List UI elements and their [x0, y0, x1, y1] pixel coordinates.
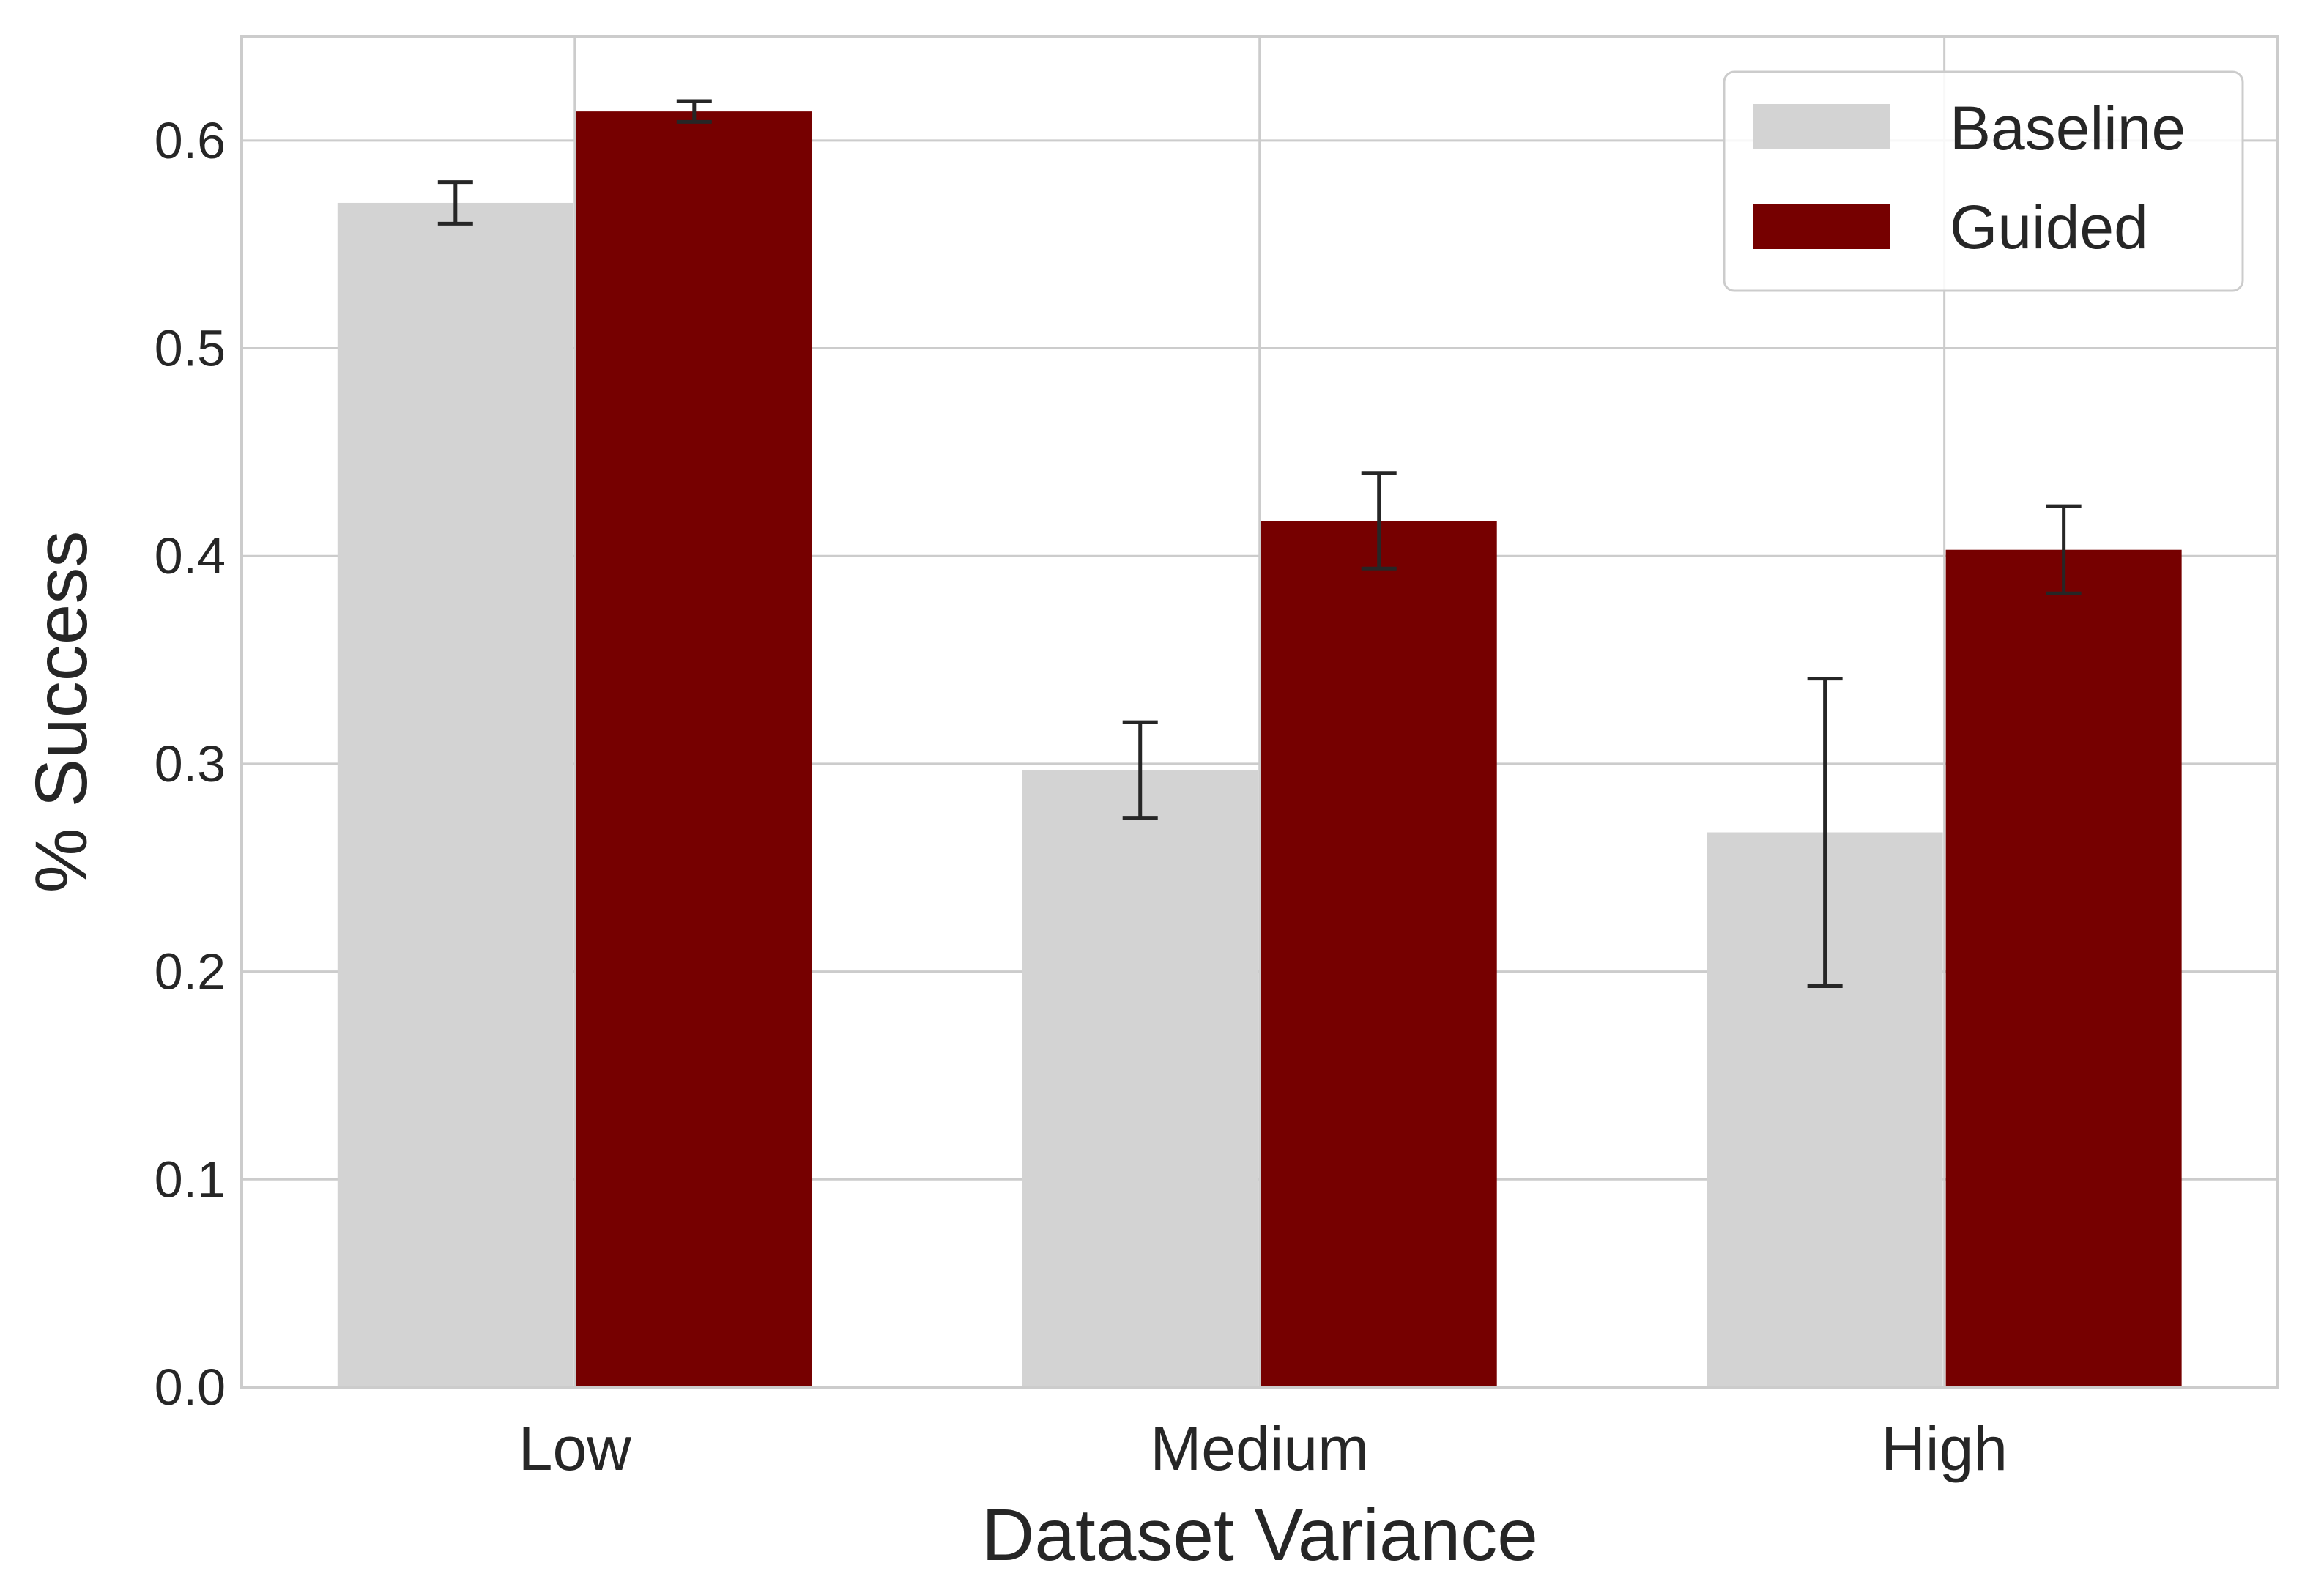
y-tick-label: 0.4 [155, 527, 226, 584]
x-axis-ticks: Low Medium High [519, 1414, 2008, 1483]
y-tick-label: 0.0 [155, 1359, 226, 1416]
bar-guided-low [576, 111, 812, 1387]
error-bars [437, 99, 2082, 988]
y-axis-title: % Success [21, 531, 103, 894]
bar-baseline-medium [1022, 770, 1258, 1387]
legend-label-guided: Guided [1950, 193, 2148, 261]
y-tick-label: 0.2 [155, 943, 226, 1000]
bar-guided-medium [1261, 521, 1497, 1387]
bar-baseline-low [337, 202, 573, 1387]
legend-swatch-baseline [1753, 104, 1890, 149]
legend-label-baseline: Baseline [1950, 94, 2186, 163]
y-axis-ticks: 0.0 0.1 0.2 0.3 0.4 0.5 0.6 [155, 112, 226, 1416]
bar-guided-high [1945, 549, 2182, 1387]
y-tick-label: 0.6 [155, 112, 226, 169]
y-tick-label: 0.1 [155, 1151, 226, 1208]
y-tick-label: 0.3 [155, 735, 226, 792]
x-tick-label: Low [519, 1414, 631, 1483]
x-tick-label: Medium [1150, 1414, 1369, 1483]
y-tick-label: 0.5 [155, 320, 226, 377]
bars [337, 111, 2182, 1387]
legend-swatch-guided [1753, 204, 1890, 249]
plot-frame [240, 35, 2279, 1389]
x-tick-label: High [1881, 1414, 2008, 1483]
x-axis-title: Dataset Variance [981, 1494, 1538, 1576]
legend: Baseline Guided [1723, 70, 2244, 292]
